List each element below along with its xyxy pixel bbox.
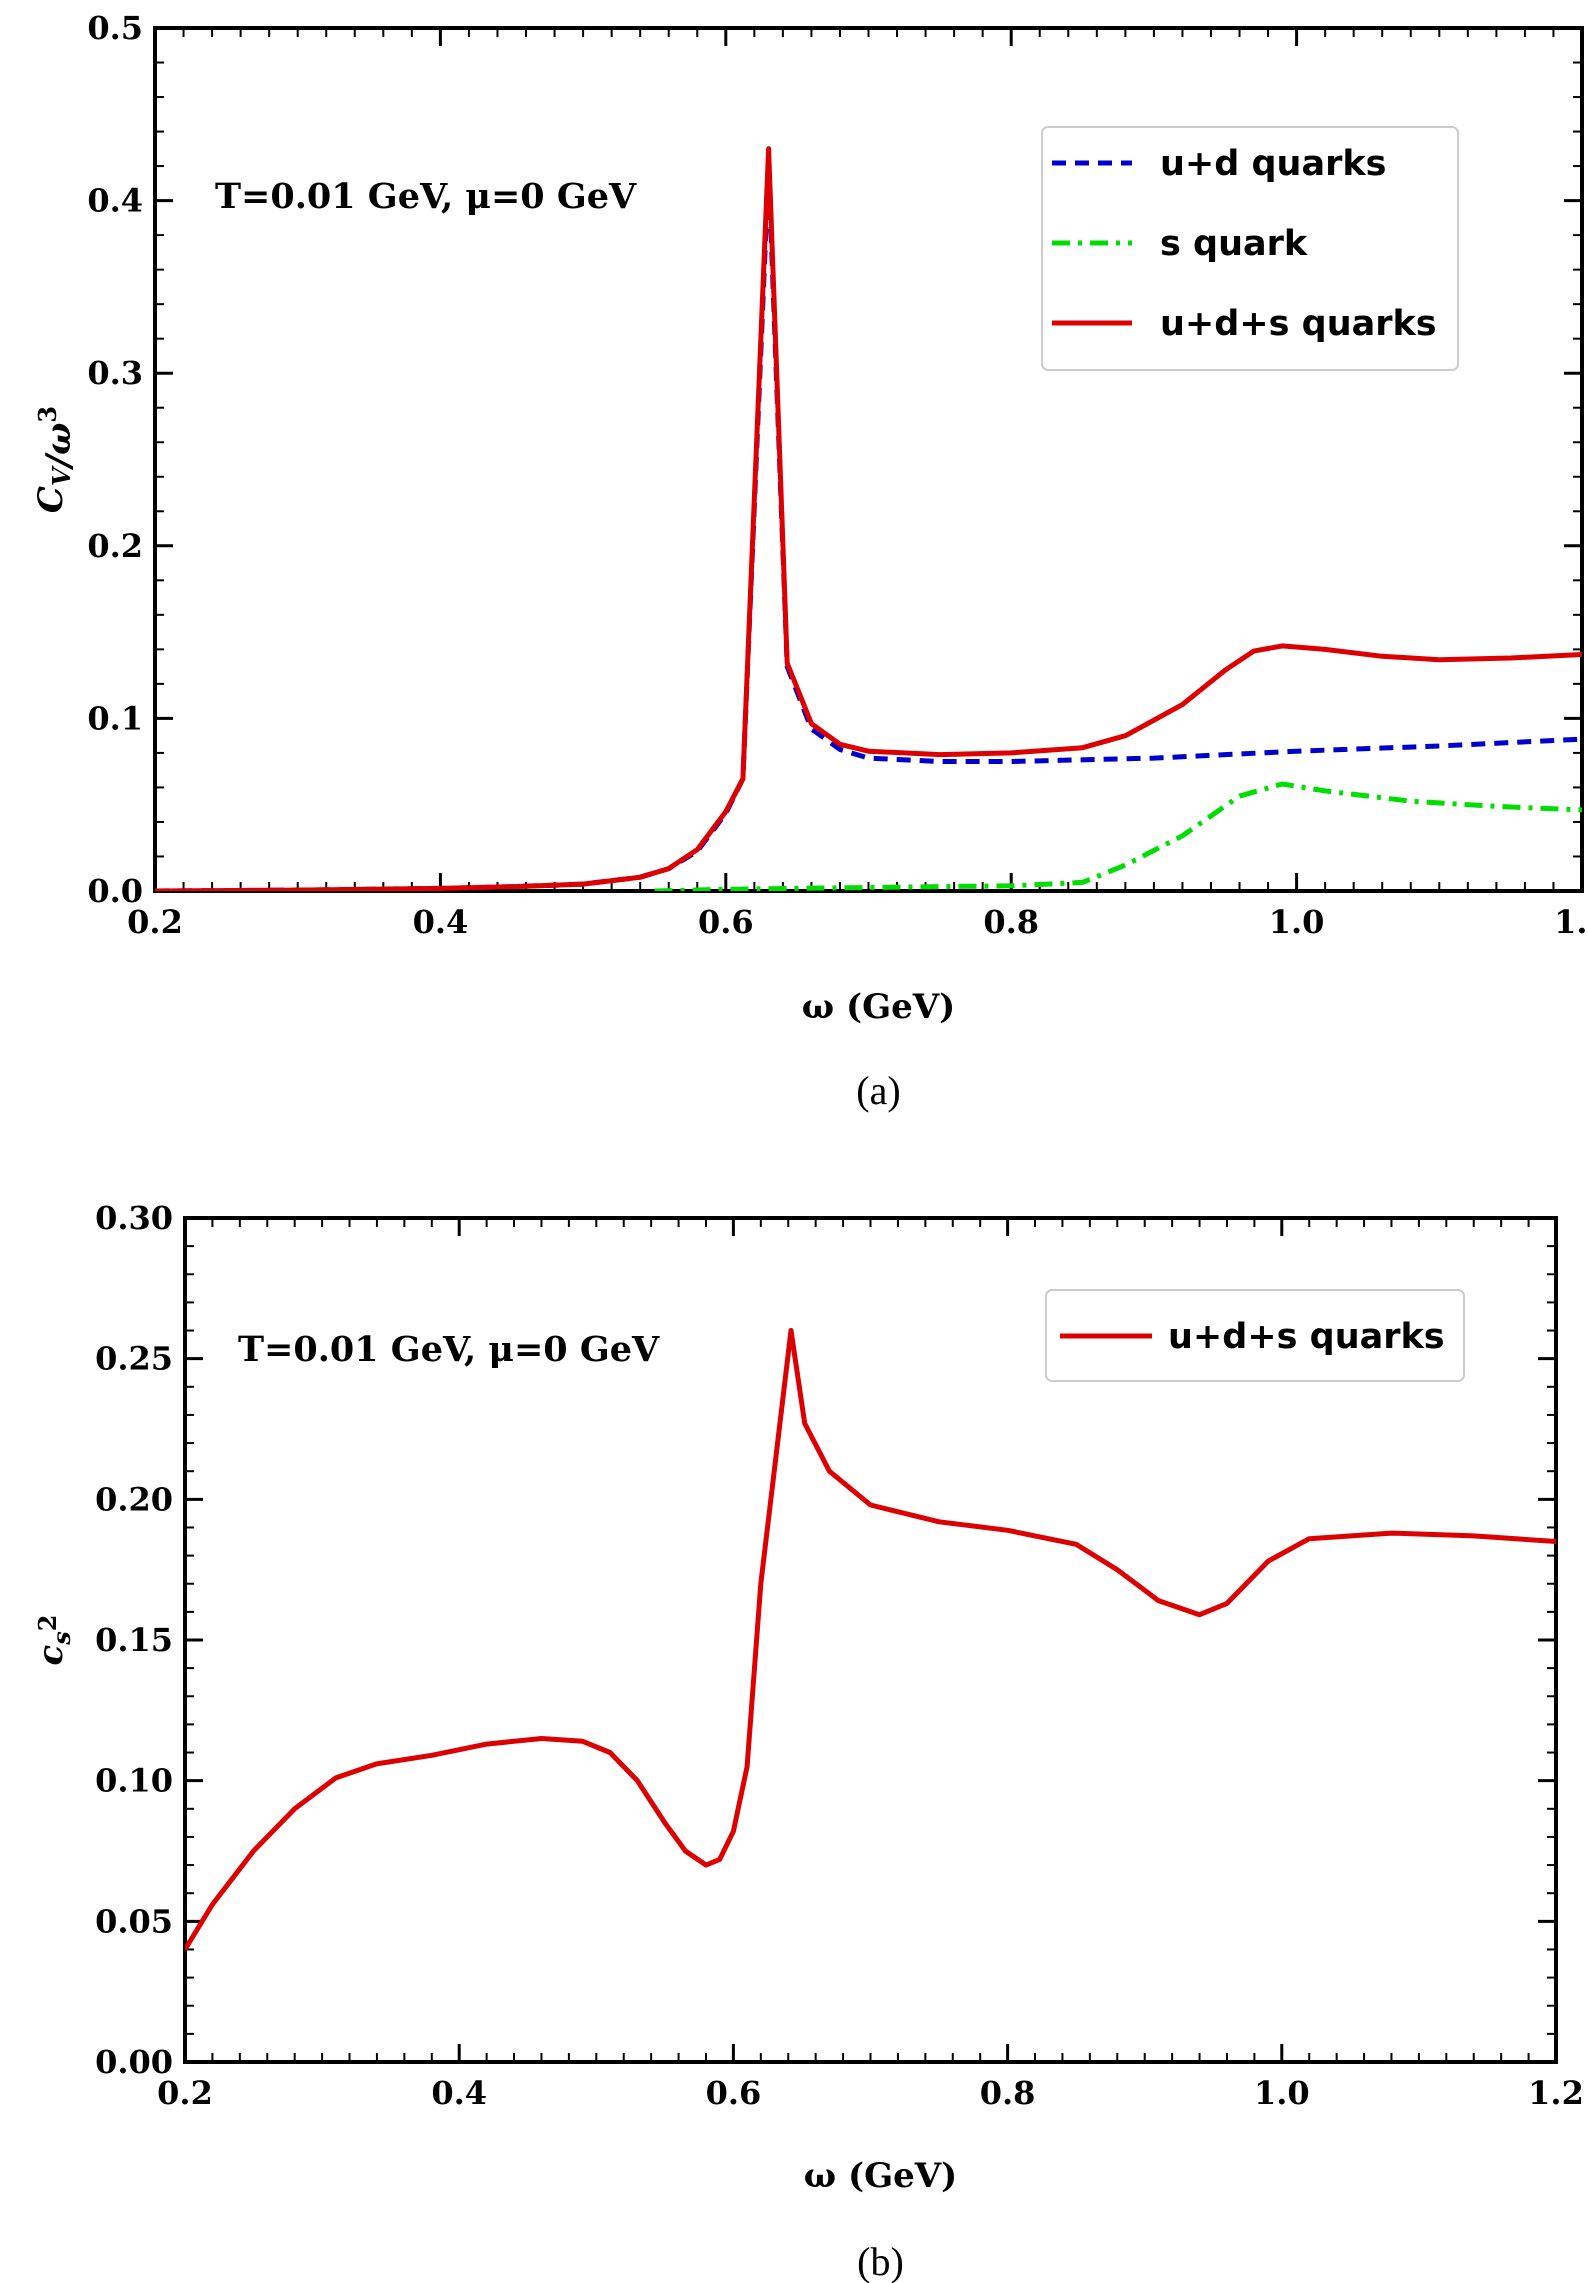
legend-entry-label: s quark bbox=[1160, 224, 1308, 264]
y-tick-label: 0.0 bbox=[87, 872, 143, 910]
x-tick-label: 0.4 bbox=[413, 903, 469, 941]
y-tick-label: 0.05 bbox=[95, 1902, 173, 1940]
legend-box bbox=[1045, 1289, 1465, 1382]
series-line-u-d-s-quarks bbox=[155, 146, 1582, 891]
panel-a-series bbox=[155, 146, 1582, 891]
y-tick-label: 0.5 bbox=[87, 9, 143, 47]
panel-b-caption: (b) bbox=[857, 2239, 904, 2283]
panel-b-axes: 0.2 0.4 0.6 0.8 1.0 1.2 0.00 0.05 0.10 0.15 0.20 0.… bbox=[95, 1199, 1584, 2112]
y-tick-label: 0.10 bbox=[95, 1762, 173, 1800]
y-tick-label: 0.4 bbox=[87, 182, 143, 220]
series-line-s-quark bbox=[654, 781, 1582, 891]
panel-b-chart: 0.2 0.4 0.6 0.8 1.0 1.2 0.00 0.05 0.10 0.15 0.20 0.… bbox=[31, 1199, 1584, 2283]
x-tick-label: 0.6 bbox=[698, 903, 754, 941]
x-tick-label: 0.8 bbox=[980, 2074, 1036, 2112]
panel-a-axes: 0.2 0.4 0.6 0.8 1.0 1.2 0.0 0.1 0.2 0.3 0.4 0.5 bbox=[87, 9, 1588, 941]
x-tick-label: 0.8 bbox=[983, 903, 1039, 941]
legend-entry-label: u+d+s quarks bbox=[1160, 304, 1437, 344]
y-tick-label: 0.15 bbox=[95, 1621, 173, 1659]
legend-box bbox=[1041, 126, 1459, 371]
x-tick-label: 1.0 bbox=[1254, 2074, 1310, 2112]
x-tick-label: 1.2 bbox=[1528, 2074, 1584, 2112]
x-tick-label: 1.2 bbox=[1554, 903, 1588, 941]
x-tick-label: 0.2 bbox=[127, 903, 183, 941]
series-line-u-d-s-quarks bbox=[185, 1328, 1556, 1951]
x-tick-label: 0.4 bbox=[431, 2074, 487, 2112]
panel-a-caption: (a) bbox=[856, 1068, 900, 1113]
panel-b-legend: u+d+s quarks bbox=[1045, 1289, 1465, 1382]
panel-b-annotation: T=0.01 GeV, μ=0 GeV bbox=[238, 1329, 660, 1370]
x-tick-label: 1.0 bbox=[1269, 903, 1325, 941]
y-tick-label: 0.00 bbox=[95, 2043, 173, 2081]
panel-b-y-axis-label: cs2 bbox=[31, 1615, 76, 1666]
y-tick-label: 0.20 bbox=[95, 1480, 173, 1518]
legend-entry-label: u+d+s quarks bbox=[1168, 1317, 1445, 1357]
panel-b-series bbox=[185, 1328, 1556, 1951]
y-tick-label: 0.2 bbox=[87, 527, 143, 565]
panel-a-y-axis-label: CV/ω3 bbox=[31, 406, 79, 513]
legend-entry-label: u+d quarks bbox=[1160, 144, 1386, 184]
y-tick-label: 0.1 bbox=[87, 699, 143, 737]
panel-a-chart: 0.2 0.4 0.6 0.8 1.0 1.2 0.0 0.1 0.2 0.3 0.4 0.5 T=0… bbox=[31, 9, 1588, 1113]
panel-b-x-axis-label: ω (GeV) bbox=[804, 2156, 957, 2196]
panel-a-legend: u+d quarks s quark u+d+s quarks bbox=[1041, 126, 1459, 371]
panel-a-x-axis-label: ω (GeV) bbox=[802, 987, 955, 1027]
y-tick-label: 0.30 bbox=[95, 1199, 173, 1237]
y-tick-label: 0.25 bbox=[95, 1340, 173, 1378]
panel-a-annotation: T=0.01 GeV, μ=0 GeV bbox=[215, 176, 637, 217]
x-tick-label: 0.6 bbox=[706, 2074, 762, 2112]
y-tick-label: 0.3 bbox=[87, 354, 143, 392]
x-tick-label: 0.2 bbox=[157, 2074, 213, 2112]
